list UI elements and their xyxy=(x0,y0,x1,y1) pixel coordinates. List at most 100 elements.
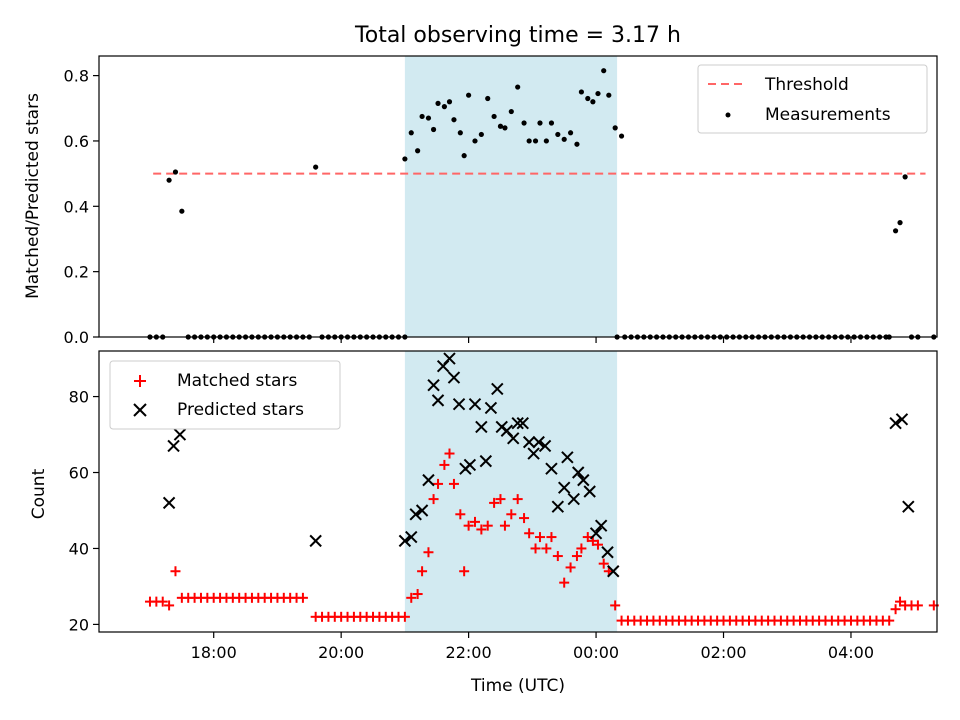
matched-star-point xyxy=(482,520,493,531)
x-tick-label: 20:00 xyxy=(318,643,364,662)
measurement-point xyxy=(595,90,601,97)
measurement-point xyxy=(430,126,437,133)
measurement-point xyxy=(618,133,625,139)
predicted-marker-b xyxy=(561,451,574,464)
matched-star-point xyxy=(157,596,168,607)
predicted-star-point xyxy=(173,428,187,441)
measurement-point xyxy=(574,141,580,147)
predicted-star-point xyxy=(902,500,915,513)
predicted-star-point xyxy=(409,508,422,521)
matched-star-point xyxy=(495,494,506,505)
matched-star-point xyxy=(552,551,563,562)
predicted-marker-b xyxy=(545,462,558,475)
predicted-marker-b xyxy=(398,534,412,548)
predicted-star-point xyxy=(532,435,545,449)
predicted-marker-b xyxy=(427,378,440,392)
measurement-point xyxy=(402,156,408,162)
measurement-point xyxy=(485,95,491,102)
predicted-marker-b xyxy=(452,397,466,411)
measurement-point xyxy=(892,228,899,234)
predicted-marker-b xyxy=(607,565,620,578)
predicted-marker-b xyxy=(468,397,482,411)
measurement-point xyxy=(585,95,591,102)
measurement-point xyxy=(419,113,425,120)
measurement-point xyxy=(313,164,319,170)
y-tick-label: 80 xyxy=(69,388,89,407)
matched-star-point xyxy=(448,478,459,489)
ratio-panel-frame xyxy=(98,55,938,338)
predicted-star-point xyxy=(577,473,590,487)
predicted-marker-b xyxy=(527,447,540,460)
matched-star-point xyxy=(417,566,428,577)
predicted-star-point xyxy=(516,416,529,430)
measurement-point xyxy=(457,130,463,136)
matched-star-point xyxy=(433,478,444,489)
predicted-marker-b xyxy=(601,546,614,559)
measurement-point xyxy=(172,169,179,175)
x-axis-label: Time (UTC) xyxy=(470,676,565,696)
legend-matched-swatch xyxy=(134,375,146,387)
predicted-star-point xyxy=(405,530,418,544)
measurement-point xyxy=(446,99,453,105)
measurement-point xyxy=(179,208,185,214)
measurement-point xyxy=(601,68,607,74)
measurement-point xyxy=(897,220,903,226)
measurement-point xyxy=(478,131,484,138)
matched-star-point xyxy=(541,543,552,554)
predicted-marker-b xyxy=(902,500,915,513)
measurement-point xyxy=(497,123,504,129)
y-tick-label: 0.0 xyxy=(64,328,89,347)
predicted-star-point xyxy=(309,534,322,548)
predicted-star-point xyxy=(601,546,614,559)
matched-star-point xyxy=(423,547,434,558)
predicted-star-point xyxy=(507,432,520,445)
measurement-point xyxy=(532,138,539,144)
matched-star-point xyxy=(912,600,923,611)
measurement-point xyxy=(902,174,908,180)
predicted-marker-b xyxy=(516,416,529,430)
legend-matched-label: Matched stars xyxy=(177,371,297,391)
predicted-star-point xyxy=(422,473,435,487)
predicted-star-point xyxy=(567,492,580,506)
predicted-marker-b xyxy=(415,504,429,517)
predicted-marker-b xyxy=(162,496,176,510)
measurement-point xyxy=(537,120,543,126)
predicted-marker-b xyxy=(895,413,909,426)
predicted-star-point xyxy=(484,401,498,415)
matched-star-point xyxy=(546,532,557,543)
count-panel-frame xyxy=(98,350,938,633)
matched-star-point xyxy=(428,494,439,505)
predicted-marker-b xyxy=(589,527,603,540)
predicted-star-point xyxy=(557,481,571,494)
measurement-point xyxy=(561,136,567,142)
matched-star-point xyxy=(534,532,545,543)
predicted-star-point xyxy=(607,565,620,578)
count-legend: Matched stars Predicted stars xyxy=(109,360,341,430)
predicted-marker-b xyxy=(484,401,498,415)
predicted-marker-b xyxy=(594,519,608,532)
measurement-point xyxy=(590,99,596,105)
predicted-star-point xyxy=(545,462,558,475)
matched-star-point xyxy=(576,543,587,554)
measurement-point xyxy=(515,84,521,90)
predicted-star-point xyxy=(511,416,524,430)
measurement-point xyxy=(461,153,467,159)
matched-star-point xyxy=(455,509,466,520)
predicted-marker-b xyxy=(583,485,596,498)
matched-star-point xyxy=(499,520,510,531)
ratio-panel: 0.00.20.40.60.8 Matched/Predicted stars … xyxy=(23,55,938,347)
predicted-star-point xyxy=(398,534,412,548)
predicted-star-point xyxy=(594,519,608,532)
y-tick-label: 0.8 xyxy=(64,67,89,86)
matched-star-point xyxy=(895,596,906,607)
predicted-star-point xyxy=(167,439,180,453)
measurement-point xyxy=(415,148,421,154)
matched-star-point xyxy=(506,509,517,520)
predicted-star-point xyxy=(583,485,596,498)
predicted-star-point xyxy=(443,352,456,365)
measurement-point xyxy=(502,125,508,131)
x-tick-label: 22:00 xyxy=(446,643,492,662)
y-tick-label: 0.6 xyxy=(64,132,89,151)
